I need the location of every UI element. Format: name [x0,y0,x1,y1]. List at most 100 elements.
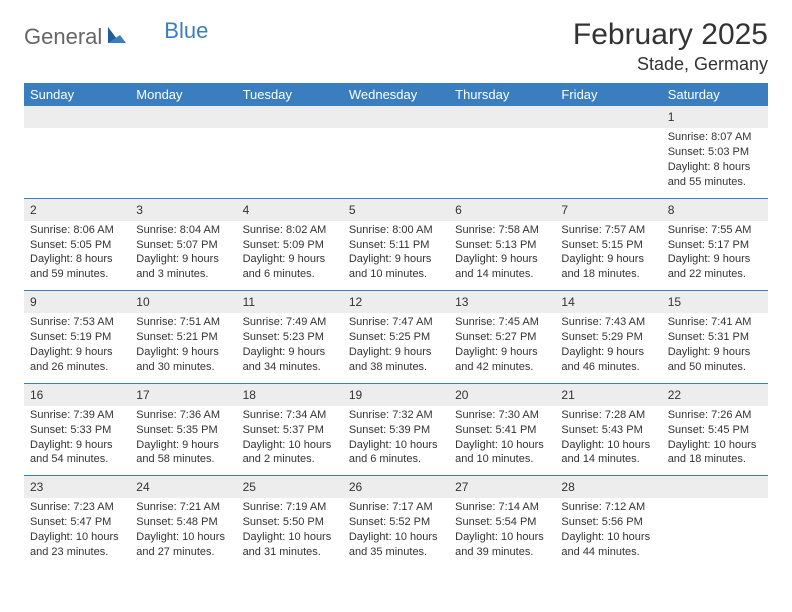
day-number-cell: 18 [237,383,343,406]
daylight2-text: and 30 minutes. [136,360,230,375]
day-number-cell: 7 [555,198,661,221]
daylight2-text: and 14 minutes. [455,267,549,282]
daylight1-text: Daylight: 10 hours [243,530,337,545]
day-data-cell [24,128,130,198]
day-data-cell: Sunrise: 7:32 AMSunset: 5:39 PMDaylight:… [343,406,449,476]
day-number-cell: 19 [343,383,449,406]
daylight1-text: Daylight: 9 hours [136,438,230,453]
daylight1-text: Daylight: 10 hours [243,438,337,453]
day-number-cell: 4 [237,198,343,221]
sunrise-text: Sunrise: 7:34 AM [243,408,337,423]
sunrise-text: Sunrise: 8:02 AM [243,223,337,238]
daylight1-text: Daylight: 10 hours [561,438,655,453]
sunrise-text: Sunrise: 7:26 AM [668,408,762,423]
day-number-row: 9101112131415 [24,291,768,314]
daylight2-text: and 35 minutes. [349,545,443,560]
day-number-cell: 16 [24,383,130,406]
sunset-text: Sunset: 5:33 PM [30,423,124,438]
sunrise-text: Sunrise: 7:17 AM [349,500,443,515]
sunrise-text: Sunrise: 7:36 AM [136,408,230,423]
sunrise-text: Sunrise: 7:43 AM [561,315,655,330]
brand-text-general: General [24,24,102,50]
day-data-cell: Sunrise: 7:43 AMSunset: 5:29 PMDaylight:… [555,313,661,383]
day-number-row: 2345678 [24,198,768,221]
daylight1-text: Daylight: 10 hours [561,530,655,545]
day-number-cell: 23 [24,476,130,499]
day-data-row: Sunrise: 8:06 AMSunset: 5:05 PMDaylight:… [24,221,768,291]
day-data-cell: Sunrise: 7:39 AMSunset: 5:33 PMDaylight:… [24,406,130,476]
daylight1-text: Daylight: 10 hours [30,530,124,545]
day-data-cell: Sunrise: 7:58 AMSunset: 5:13 PMDaylight:… [449,221,555,291]
sunset-text: Sunset: 5:29 PM [561,330,655,345]
daylight2-text: and 6 minutes. [243,267,337,282]
sunrise-text: Sunrise: 7:28 AM [561,408,655,423]
sunset-text: Sunset: 5:17 PM [668,238,762,253]
daylight2-text: and 59 minutes. [30,267,124,282]
sunset-text: Sunset: 5:47 PM [30,515,124,530]
weekday-header: Monday [130,83,236,106]
daylight2-text: and 2 minutes. [243,452,337,467]
day-data-cell: Sunrise: 7:14 AMSunset: 5:54 PMDaylight:… [449,498,555,567]
day-data-cell: Sunrise: 7:30 AMSunset: 5:41 PMDaylight:… [449,406,555,476]
day-data-cell: Sunrise: 8:02 AMSunset: 5:09 PMDaylight:… [237,221,343,291]
sunset-text: Sunset: 5:41 PM [455,423,549,438]
day-number-cell: 6 [449,198,555,221]
daylight2-text: and 26 minutes. [30,360,124,375]
day-data-cell [343,128,449,198]
day-number-cell: 25 [237,476,343,499]
weekday-header: Thursday [449,83,555,106]
sunrise-text: Sunrise: 7:30 AM [455,408,549,423]
day-data-cell: Sunrise: 8:07 AMSunset: 5:03 PMDaylight:… [662,128,768,198]
daylight1-text: Daylight: 10 hours [349,438,443,453]
day-data-cell: Sunrise: 7:23 AMSunset: 5:47 PMDaylight:… [24,498,130,567]
daylight1-text: Daylight: 9 hours [455,252,549,267]
daylight2-text: and 18 minutes. [561,267,655,282]
daylight2-text: and 34 minutes. [243,360,337,375]
weekday-header: Friday [555,83,661,106]
day-data-cell [449,128,555,198]
day-data-row: Sunrise: 7:39 AMSunset: 5:33 PMDaylight:… [24,406,768,476]
calendar-table: Sunday Monday Tuesday Wednesday Thursday… [24,83,768,568]
sunset-text: Sunset: 5:11 PM [349,238,443,253]
daylight2-text: and 27 minutes. [136,545,230,560]
day-data-row: Sunrise: 8:07 AMSunset: 5:03 PMDaylight:… [24,128,768,198]
title-block: February 2025 Stade, Germany [573,18,768,75]
sunrise-text: Sunrise: 8:04 AM [136,223,230,238]
daylight1-text: Daylight: 8 hours [668,160,762,175]
sunrise-text: Sunrise: 7:41 AM [668,315,762,330]
day-number-cell: 17 [130,383,236,406]
sunset-text: Sunset: 5:23 PM [243,330,337,345]
day-data-cell: Sunrise: 7:26 AMSunset: 5:45 PMDaylight:… [662,406,768,476]
day-data-cell: Sunrise: 7:57 AMSunset: 5:15 PMDaylight:… [555,221,661,291]
daylight1-text: Daylight: 9 hours [136,252,230,267]
day-number-cell: 28 [555,476,661,499]
daylight2-text: and 55 minutes. [668,175,762,190]
day-number-cell [662,476,768,499]
day-number-cell: 24 [130,476,236,499]
daylight1-text: Daylight: 9 hours [136,345,230,360]
sunrise-text: Sunrise: 8:00 AM [349,223,443,238]
sunset-text: Sunset: 5:43 PM [561,423,655,438]
day-number-cell: 11 [237,291,343,314]
brand-logo: General Blue [24,18,208,50]
daylight2-text: and 58 minutes. [136,452,230,467]
sunset-text: Sunset: 5:50 PM [243,515,337,530]
day-data-cell: Sunrise: 7:12 AMSunset: 5:56 PMDaylight:… [555,498,661,567]
daylight1-text: Daylight: 9 hours [243,252,337,267]
daylight2-text: and 18 minutes. [668,452,762,467]
daylight2-text: and 50 minutes. [668,360,762,375]
day-data-cell: Sunrise: 7:53 AMSunset: 5:19 PMDaylight:… [24,313,130,383]
sunrise-text: Sunrise: 8:07 AM [668,130,762,145]
daylight1-text: Daylight: 10 hours [136,530,230,545]
daylight1-text: Daylight: 9 hours [243,345,337,360]
sunset-text: Sunset: 5:03 PM [668,145,762,160]
sunset-text: Sunset: 5:27 PM [455,330,549,345]
day-data-cell [130,128,236,198]
month-title: February 2025 [573,18,768,52]
day-data-cell: Sunrise: 7:19 AMSunset: 5:50 PMDaylight:… [237,498,343,567]
day-data-cell: Sunrise: 8:00 AMSunset: 5:11 PMDaylight:… [343,221,449,291]
day-number-cell [130,106,236,128]
sunset-text: Sunset: 5:07 PM [136,238,230,253]
day-data-cell: Sunrise: 7:41 AMSunset: 5:31 PMDaylight:… [662,313,768,383]
sunset-text: Sunset: 5:15 PM [561,238,655,253]
